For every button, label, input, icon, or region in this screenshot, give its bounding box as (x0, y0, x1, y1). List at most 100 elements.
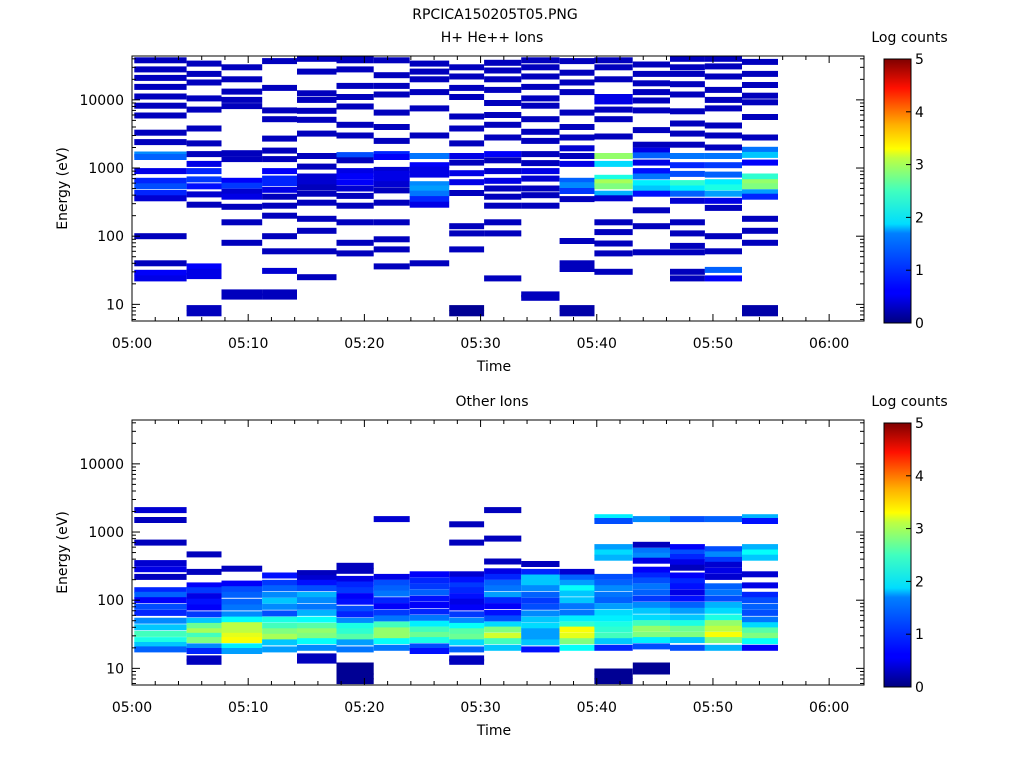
spectrogram-cell (297, 616, 337, 623)
spectrogram-cell (559, 568, 595, 575)
spectrogram-cell (484, 644, 522, 651)
spectrogram-cell (373, 199, 410, 206)
spectrogram-cell (262, 572, 297, 579)
spectrogram-cell (484, 585, 522, 592)
spectrogram-cell (373, 263, 410, 270)
spectrogram-cell (594, 240, 633, 247)
spectrogram-cell (221, 622, 263, 629)
spectrogram-cell (262, 293, 297, 300)
spectrogram-cell (373, 166, 410, 173)
spectrogram-cell (594, 219, 633, 226)
colorbar-tick-label: 2 (915, 210, 924, 226)
spectrogram-cell (262, 646, 297, 653)
spectrogram-cell (186, 191, 222, 198)
spectrogram-cell (262, 639, 297, 646)
spectrogram-cell (297, 274, 337, 281)
x-axis-label: Time (476, 723, 511, 739)
spectrogram-cell (742, 146, 778, 153)
spectrogram-cell (742, 305, 778, 312)
spectrogram-cell (262, 156, 297, 163)
spectrogram-cell (594, 190, 633, 197)
spectrogram-cell (632, 168, 670, 175)
spectrogram-cell (704, 96, 742, 103)
spectrogram-cell (594, 153, 633, 159)
spectrogram-cell (670, 595, 705, 602)
spectrogram-cell (373, 609, 410, 616)
spectrogram-cell (297, 622, 337, 629)
spectrogram-cell (449, 153, 485, 159)
spectrogram-cells (134, 56, 778, 317)
spectrogram-cell (449, 598, 485, 605)
spectrogram-cell (521, 73, 560, 80)
spectrogram-cell (409, 166, 450, 173)
spectrogram-cell (742, 544, 778, 551)
spectrogram-cell (594, 98, 633, 105)
spectrogram-cell (134, 560, 187, 567)
spectrogram-cell (297, 570, 337, 577)
spectrogram-cell (336, 152, 374, 159)
spectrogram-cell (742, 58, 778, 65)
y-tick-label: 10000 (79, 457, 124, 473)
y-tick-label: 100 (97, 593, 124, 609)
spectrogram-cell (297, 609, 337, 616)
y-tick-label: 10 (106, 297, 124, 313)
spectrogram-cell (594, 179, 633, 186)
x-tick-label: 05:30 (460, 336, 500, 352)
spectrogram-cell (409, 76, 450, 83)
spectrogram-cell (559, 260, 595, 267)
spectrogram-cell (262, 633, 297, 640)
spectrogram-cell (670, 242, 705, 249)
spectrogram-cell (186, 79, 222, 86)
spectrogram-cell (632, 557, 670, 564)
spectrogram-cell (449, 582, 485, 589)
spectrogram-cell (373, 181, 410, 188)
spectrogram-cell (632, 107, 670, 114)
spectrogram-cell (336, 628, 374, 635)
spectrogram-cell (632, 662, 670, 669)
spectrogram-cell (670, 607, 705, 614)
spectrogram-cell (594, 268, 633, 275)
spectrogram-cell (336, 202, 374, 209)
spectrogram-cell (484, 638, 522, 645)
spectrogram-cell (373, 124, 410, 130)
spectrogram-cell (559, 79, 595, 86)
spectrogram-cell (297, 644, 337, 651)
spectrogram-cell (297, 56, 337, 62)
spectrogram-cell (559, 145, 595, 152)
colorbar (883, 58, 912, 324)
spectrogram-cell (186, 611, 222, 618)
spectrogram-cell (670, 620, 705, 627)
spectrogram-cell (297, 657, 337, 664)
spectrogram-cell (186, 95, 222, 102)
spectrogram-cell (297, 579, 337, 586)
spectrogram-cell (704, 607, 742, 614)
spectrogram-cell (297, 632, 337, 639)
spectrogram-cell (336, 173, 374, 180)
spectrogram-cell (373, 627, 410, 634)
spectrogram-cell (221, 632, 263, 639)
spectrogram-cell (449, 633, 485, 640)
spectrogram-cell (336, 219, 374, 226)
spectrogram-cell (134, 507, 187, 514)
spectrogram-cell (670, 549, 705, 556)
spectrogram-cell (221, 637, 263, 644)
spectrogram-cell (134, 624, 187, 631)
spectrogram-cell (449, 113, 485, 120)
spectrogram-cell (186, 151, 222, 158)
spectrogram-cell (484, 626, 522, 633)
colorbar-tick-label: 5 (915, 416, 924, 432)
spectrogram-cell (297, 638, 337, 645)
spectrogram-cell (221, 643, 263, 650)
spectrogram-cell (134, 603, 187, 610)
spectrogram-cell (262, 180, 297, 187)
spectrogram-cell (559, 615, 595, 622)
x-tick-label: 05:20 (344, 700, 384, 716)
spectrogram-cell (742, 622, 778, 629)
spectrogram-cell (594, 579, 633, 586)
spectrogram-cell (521, 568, 560, 575)
spectrogram-cell (742, 597, 778, 604)
spectrogram-cell (704, 644, 742, 651)
colorbar-tick-label: 5 (915, 52, 924, 68)
spectrogram-cell (670, 219, 705, 226)
y-tick-label: 1000 (88, 161, 124, 177)
